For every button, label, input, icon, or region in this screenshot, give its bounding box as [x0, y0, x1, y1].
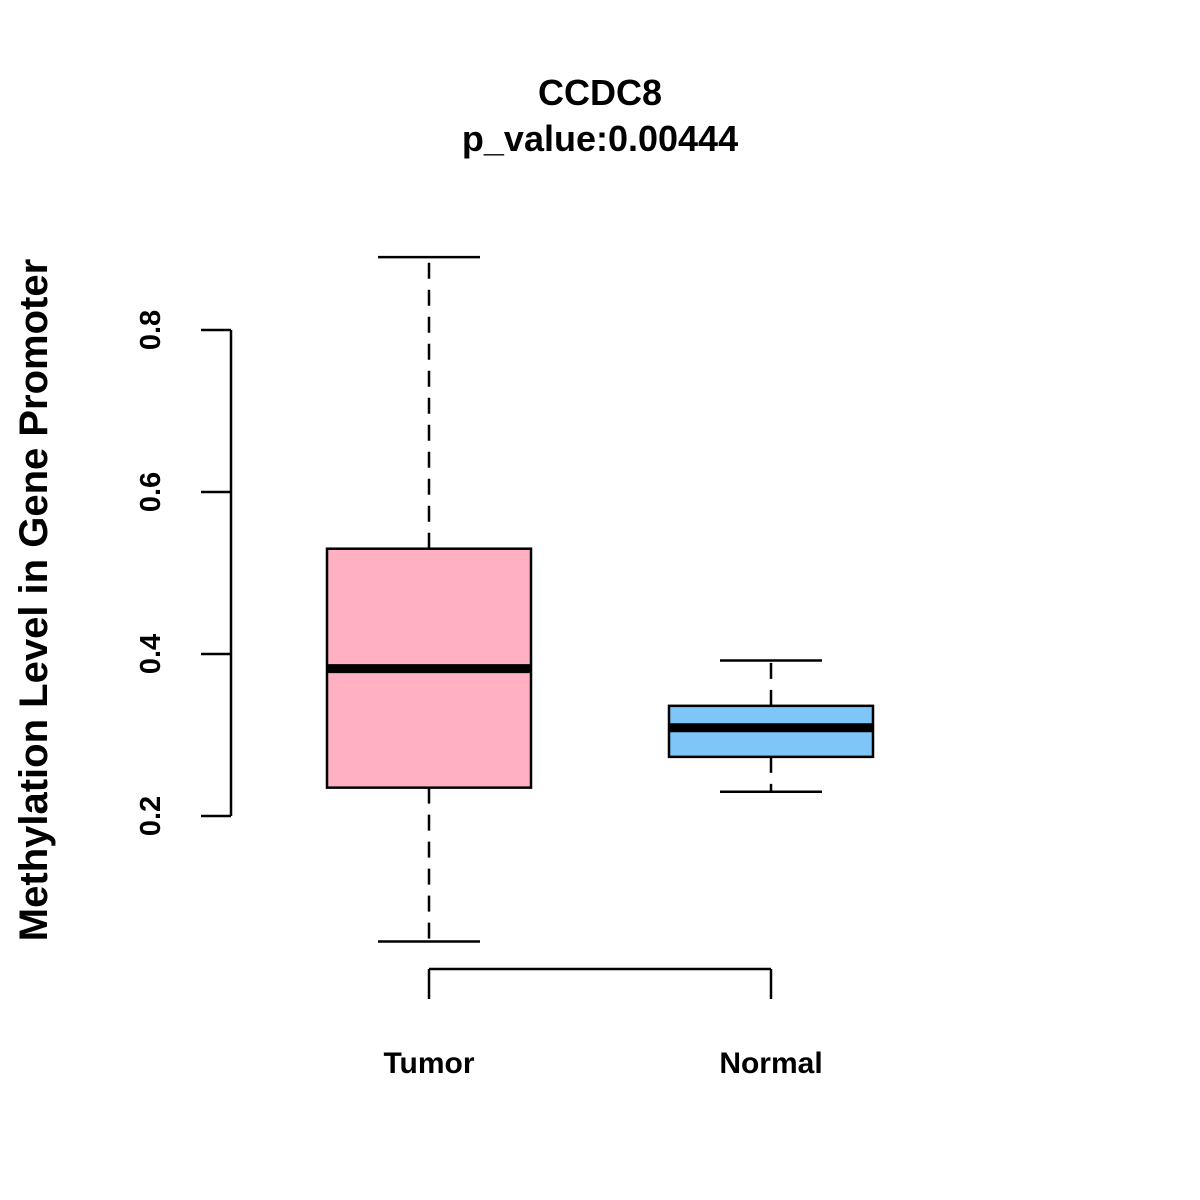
x-tick-label: Tumor	[383, 1047, 474, 1080]
box-tumor	[325, 255, 533, 943]
chart-title: CCDC8	[538, 72, 662, 113]
y-axis-label: Methylation Level in Gene Promoter	[12, 259, 56, 941]
y-axis: 0.2 0.4 0.6 0.8	[135, 310, 233, 836]
y-tick-label: 0.4	[135, 634, 167, 674]
chart-subtitle: p_value:0.00444	[462, 118, 738, 159]
y-tick-label: 0.8	[135, 310, 167, 350]
y-tick-label: 0.2	[135, 796, 167, 836]
y-tick-label: 0.6	[135, 472, 167, 512]
x-tick-label: Normal	[719, 1047, 822, 1080]
boxes-group	[325, 255, 875, 943]
x-axis: Tumor Normal	[383, 967, 823, 1080]
box-normal	[667, 659, 875, 793]
